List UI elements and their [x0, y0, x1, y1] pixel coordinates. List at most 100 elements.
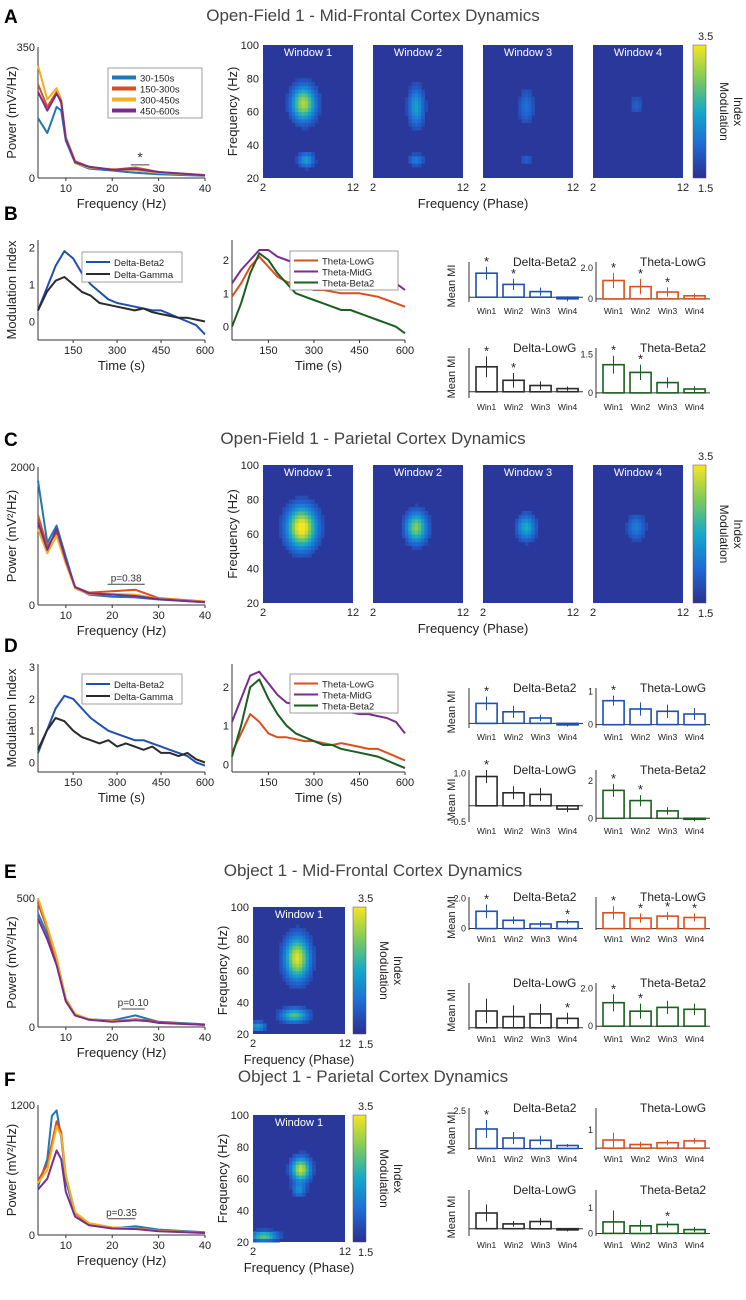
heatmap-cell: [302, 928, 307, 933]
heatmap-cell: [308, 534, 312, 539]
heatmap-cell: [282, 966, 287, 971]
heatmap-cell: [418, 530, 422, 535]
heatmap-cell: [311, 104, 315, 109]
heatmap-window-1: Window 1 2 12 100 80 60 40 20 Frequency (Hz): [215, 1110, 351, 1258]
heatmap-cell: [302, 1167, 307, 1172]
heatmap-cell: [405, 526, 409, 531]
heatmap-cell: [279, 959, 284, 964]
heatmap-cell: [288, 85, 293, 90]
heatmap-cell: [308, 96, 312, 101]
heatmap-cell: [291, 111, 296, 116]
heatmap-cell: [528, 100, 532, 105]
x-tick-label: 30: [152, 183, 164, 195]
heatmap-cell: [279, 526, 283, 531]
heatmap-cell: [298, 495, 303, 500]
heatmap-cell: [299, 1189, 303, 1194]
heatmap-cell: [256, 1231, 261, 1236]
heatmap-cell: [279, 1019, 284, 1024]
heatmap-cell: [279, 534, 283, 539]
heatmap-cell: [405, 514, 409, 520]
heatmap-cell: [408, 155, 413, 161]
significance-star: *: [484, 254, 489, 269]
heatmap-cell: [421, 122, 425, 127]
y-axis-label: Mean MI: [446, 896, 458, 939]
heatmap-cell: [524, 534, 529, 539]
heatmap-cell: [414, 152, 419, 157]
x-tick-label: 150: [259, 777, 277, 789]
x-tick-label: 40: [199, 610, 211, 622]
line-plot-psdF: 1200 0 10 20 30 40 Frequency (Hz) Power (mV²/Hz…: [4, 1100, 211, 1268]
legend-label: 150-300s: [140, 85, 180, 96]
annotation-label: p=0.10: [118, 998, 149, 1009]
heatmap-cell: [311, 155, 315, 161]
heatmap-cell: [418, 126, 422, 131]
heatmap-cell: [518, 104, 523, 109]
heatmap-cell: [405, 530, 409, 535]
heatmap-cell: [534, 534, 539, 539]
x-tick-label: Win2: [504, 1154, 524, 1164]
heatmap-cell: [289, 1016, 293, 1021]
heatmap-cell: [317, 518, 322, 523]
heatmap-cell: [291, 514, 296, 520]
heatmap-cell: [288, 534, 293, 539]
heatmap-cell: [421, 89, 425, 94]
heatmap-cell: [314, 85, 319, 90]
heatmap-cell: [414, 526, 419, 531]
colorbar-label-line1: Modulation: [377, 941, 391, 1000]
heatmap-cell: [304, 155, 309, 161]
heatmap-cell: [302, 1157, 307, 1162]
heatmap-cell: [312, 1171, 316, 1176]
bar-chart-delta-lowg: Delta-LowG Mean MI Win1 Win2 Win3 Win4: [446, 1183, 583, 1250]
heatmap-cell: [295, 115, 299, 120]
heatmap-cell: [631, 534, 636, 539]
heatmap-cell: [289, 966, 293, 971]
x-tick-label: 600: [396, 345, 414, 357]
x-tick-label: Win3: [658, 1034, 678, 1044]
heatmap-cell: [285, 1005, 290, 1010]
legend-label: Theta-MidG: [322, 268, 372, 279]
heatmap-cell: [295, 1178, 300, 1183]
heatmap-cell: [301, 511, 306, 516]
heatmap-cell: [314, 89, 319, 94]
heatmap-cell: [631, 100, 636, 105]
heatmap-cell: [311, 163, 315, 168]
y-tick-label: 1: [588, 1125, 593, 1135]
heatmap-cell: [411, 89, 416, 94]
heatmap-cell: [524, 530, 529, 535]
heatmap-cell: [634, 104, 639, 109]
heatmap-cell: [298, 89, 303, 94]
x-tick-label: 12: [677, 182, 689, 194]
heatmap-cell: [298, 522, 303, 527]
heatmap-cell: [314, 159, 319, 164]
bar-chart-title: Theta-LowG: [640, 681, 706, 695]
heatmap-cell: [299, 1185, 303, 1190]
heatmap-cell: [298, 545, 303, 550]
heatmap-cell: [291, 100, 296, 105]
heatmap-cell: [304, 100, 309, 105]
annotation-label: p=0.38: [111, 573, 142, 584]
heatmap-cell: [408, 534, 413, 539]
heatmap-cell: [424, 522, 429, 527]
y-tick-label: 80: [237, 934, 249, 946]
heatmap-cell: [312, 949, 316, 954]
heatmap-cell: [253, 1023, 257, 1028]
heatmap-cell: [282, 514, 286, 520]
heatmap-cell: [291, 537, 296, 543]
title-f: Object 1 - Parietal Cortex Dynamics: [238, 1067, 508, 1086]
heatmap-cell: [631, 522, 636, 527]
heatmap-cell: [314, 511, 319, 516]
y-tick-label: 2.5: [453, 1106, 466, 1116]
x-tick-label: Win4: [685, 732, 705, 742]
heatmap-cell: [302, 1150, 307, 1155]
heatmap-cell: [282, 935, 287, 940]
heatmap-cell: [308, 1164, 313, 1169]
heatmap-cell: [314, 118, 319, 124]
heatmap-cell: [411, 122, 416, 127]
y-tick-label: 1.0: [453, 768, 466, 778]
colorbar-gradient: [692, 464, 707, 604]
heatmap-cell: [285, 107, 290, 112]
heatmap-cell: [524, 159, 529, 164]
